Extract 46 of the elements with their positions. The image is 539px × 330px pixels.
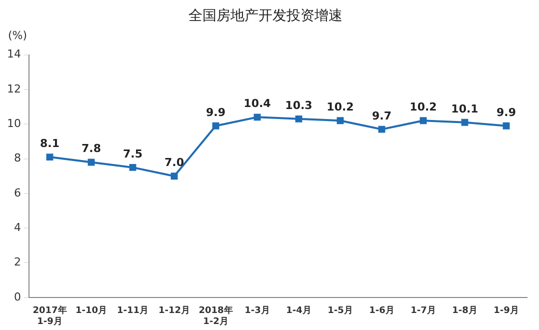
x-tick-label: 1-4月 (286, 305, 312, 316)
y-tick-label: 2 (14, 256, 21, 269)
point (129, 164, 136, 171)
chart-title: 全国房地产开发投资增速 (188, 8, 342, 24)
x-tick-label: 1-11月 (116, 305, 149, 316)
y-tick-label: 12 (6, 82, 21, 96)
text: 9.7 (372, 109, 392, 122)
point (336, 117, 344, 124)
point (170, 172, 178, 180)
point (212, 122, 220, 130)
text: 10.2 (410, 100, 437, 114)
point (461, 118, 468, 126)
y-tick-label: 8 (14, 152, 21, 165)
x-tick-label: 1-6月 (369, 305, 394, 316)
text: 7.0 (164, 156, 184, 170)
x-tick-label: 1-5月 (328, 305, 353, 316)
text: 9.9 (206, 106, 226, 119)
x-tick-label: 1-7月 (410, 305, 436, 316)
text: 9.9 (496, 106, 516, 119)
x-tick-label: 2018年 1-2月 (198, 305, 233, 327)
point (254, 114, 261, 121)
text: 10.4 (244, 97, 271, 110)
y-axis-title: (%) (8, 28, 28, 42)
point (295, 115, 302, 122)
y-tick-label: 0 (14, 290, 21, 304)
text: 10.1 (451, 102, 478, 116)
x-tick-label: 1-9月 (494, 305, 519, 316)
text: 7.8 (81, 142, 101, 156)
text: 10.3 (285, 98, 312, 112)
point (46, 154, 54, 161)
point (88, 158, 95, 166)
y-tick-label: 4 (14, 220, 21, 234)
x-tick-label: 2017年 1-9月 (32, 305, 67, 327)
x-tick-label: 1-10月 (75, 305, 108, 316)
x-tick-label: 1-3月 (244, 305, 270, 316)
x-tick-label: 1-12月 (158, 305, 190, 316)
point (502, 122, 510, 130)
text: 8.1 (40, 137, 60, 150)
y-tick-label: 14 (6, 48, 21, 61)
x-tick-label: 1-8月 (452, 305, 478, 316)
text: 10.2 (326, 100, 354, 114)
y-tick-label: 10 (6, 116, 21, 130)
text: 7.5 (123, 147, 142, 160)
point (420, 117, 427, 124)
point (378, 126, 386, 133)
y-tick-label: 6 (14, 186, 21, 200)
